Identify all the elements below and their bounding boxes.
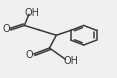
Text: O: O (2, 24, 10, 34)
Text: OH: OH (64, 56, 79, 66)
Text: OH: OH (25, 8, 40, 18)
Text: O: O (25, 50, 33, 60)
